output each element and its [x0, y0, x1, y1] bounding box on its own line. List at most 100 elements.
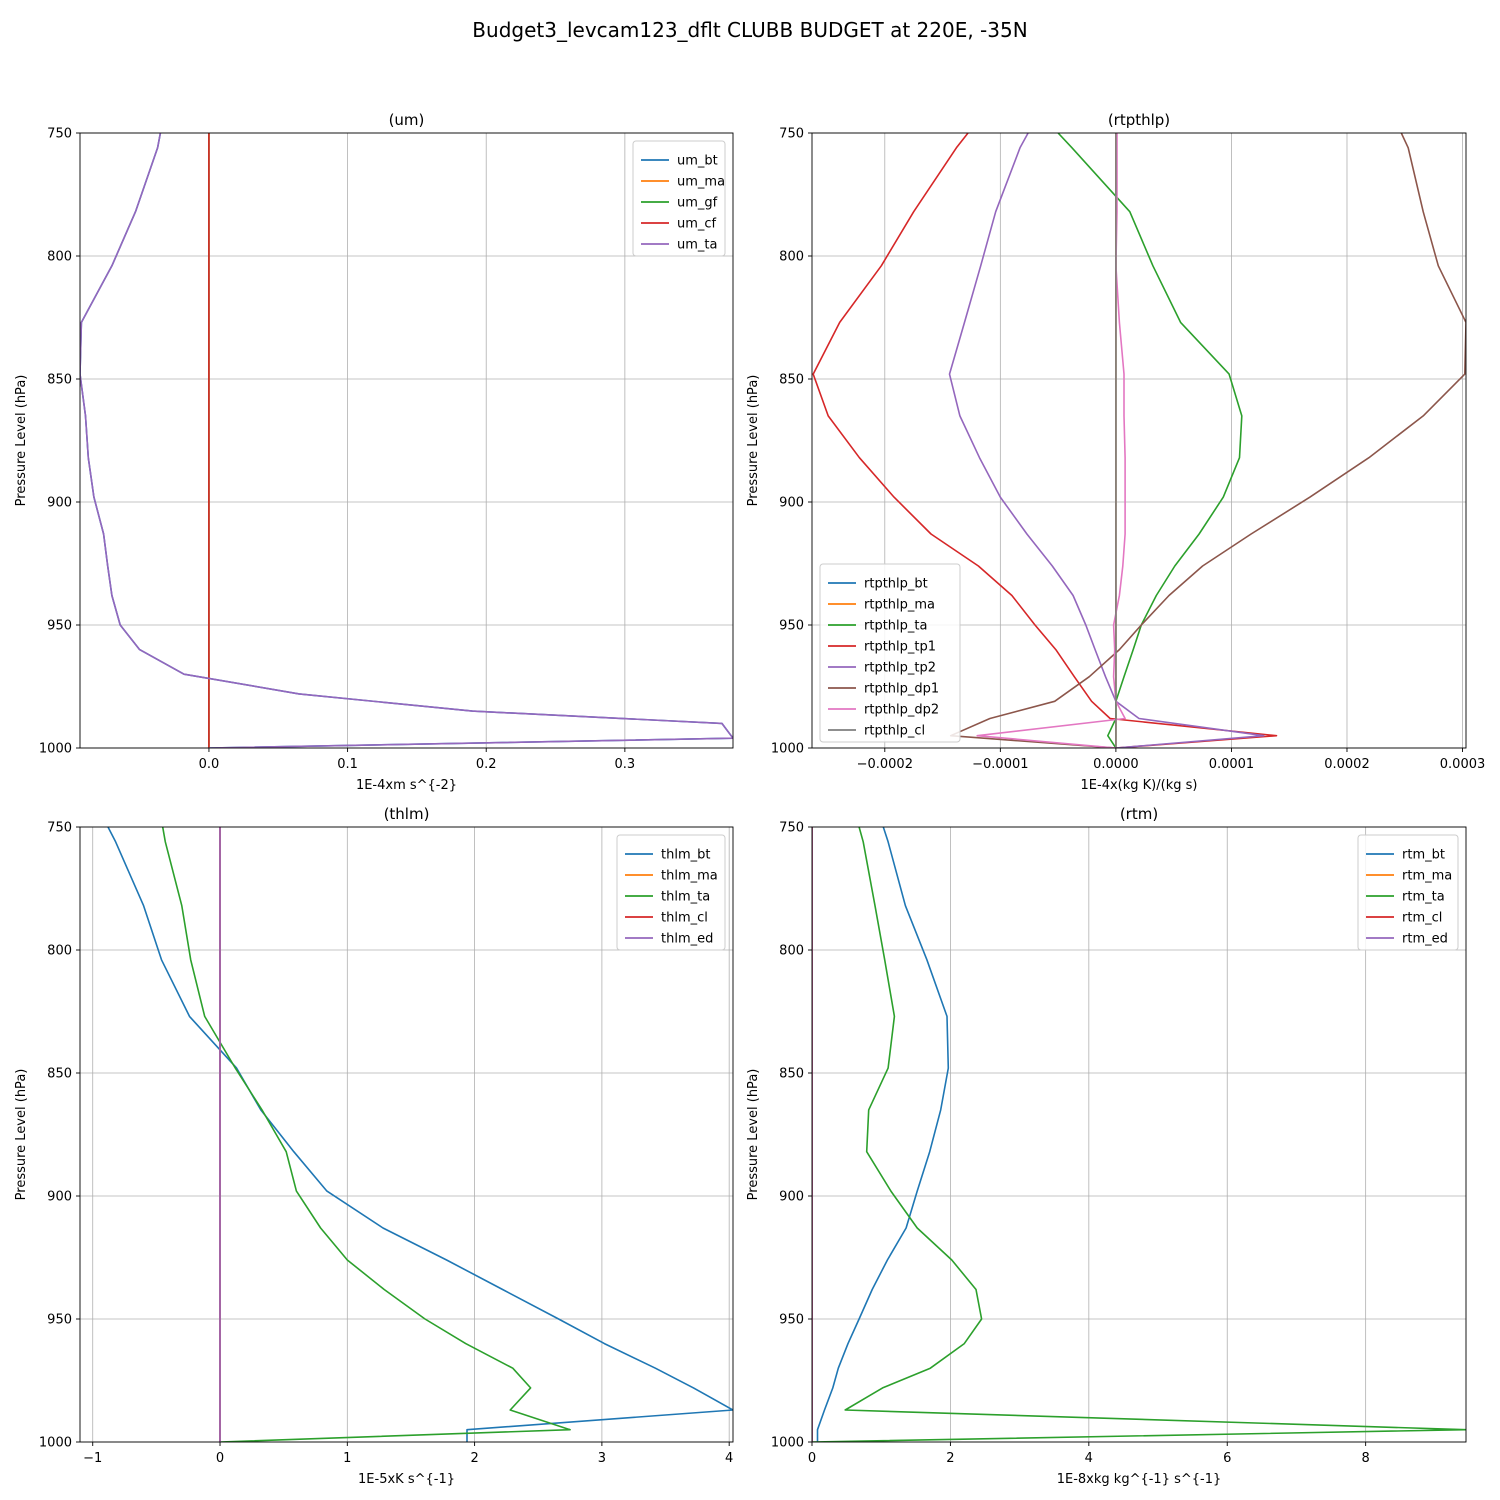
x-tick-label: 0.0003 [1440, 757, 1486, 772]
series-line-rtm_bt [816, 827, 950, 1442]
y-tick-label: 950 [47, 619, 72, 634]
x-tick-label: 1 [343, 1451, 351, 1466]
legend-label-rtpthlp_tp2: rtpthlp_tp2 [864, 661, 936, 676]
series-line-thlm_bt [107, 827, 733, 1442]
legend-box [1357, 834, 1459, 951]
panel-4-y-axis-label: Pressure Level (hPa) [746, 1069, 761, 1201]
x-tick-label: 2 [470, 1451, 478, 1466]
series-line-rtpthlp_tp1 [812, 133, 1278, 748]
series-line-rtpthlp_tp2 [948, 133, 1265, 748]
legend-label-thlm_ta: thlm_ta [661, 890, 710, 905]
y-tick-label: 800 [779, 944, 804, 959]
panel-2-x-axis-label: 1E-4x(kg K)/(kg s) [1081, 778, 1198, 793]
x-tick-label: 0 [216, 1451, 224, 1466]
legend-label-thlm_bt: thlm_bt [661, 848, 710, 863]
legend-label-um_ta: um_ta [677, 238, 717, 253]
x-tick-label: 2 [946, 1451, 954, 1466]
legend-box [819, 563, 961, 743]
panel-3-y-axis-label: Pressure Level (hPa) [14, 1069, 29, 1201]
x-tick-label: 0.0000 [1093, 757, 1139, 772]
x-tick-label: 0.3 [615, 757, 636, 772]
y-tick-label: 950 [779, 1313, 804, 1328]
panel-1-x-axis-label: 1E-4xm s^{-2} [356, 778, 457, 793]
panel-2-legend: rtpthlp_bt rtpthlp_ma rtpthlp_ta rtpthlp_tp… [819, 563, 961, 743]
y-tick-label: 800 [47, 944, 72, 959]
panel-1: 750 800 850 900 950 1000 0.0 0.1 0.2 0.3 (um) 1E-4x… [14, 111, 734, 793]
x-tick-label: 0.0 [199, 757, 220, 772]
panel-2-y-axis-label: Pressure Level (hPa) [746, 375, 761, 507]
y-tick-label: 1000 [771, 1436, 804, 1451]
panel-1-y-axis-label: Pressure Level (hPa) [14, 375, 29, 507]
series-line-rtpthlp_ta [1057, 133, 1243, 748]
legend-label-rtpthlp_dp2: rtpthlp_dp2 [864, 703, 939, 718]
series-line-rtpthlp_dp2 [976, 133, 1126, 748]
x-tick-label: −1 [83, 1451, 102, 1466]
panel-3-legend: thlm_bt thlm_ma thlm_ta thlm_cl thlm_ed [616, 834, 726, 951]
panel-2-title: (rtpthlp) [1108, 111, 1170, 129]
x-tick-label: 8 [1362, 1451, 1370, 1466]
panel-1-frame [79, 132, 734, 749]
panel-1-lines [80, 133, 733, 748]
series-line-thlm_ta [161, 827, 571, 1442]
panel-2-lines [812, 133, 1466, 748]
panel-4: 750 800 850 900 950 1000 0 2 4 6 8 (rtm) 1E-8xkg kg^… [746, 805, 1467, 1487]
y-tick-label: 1000 [39, 1436, 72, 1451]
legend-label-rtm_bt: rtm_bt [1402, 848, 1445, 863]
legend-label-rtpthlp_cl: rtpthlp_cl [864, 724, 925, 739]
legend-label-thlm_cl: thlm_cl [661, 911, 708, 926]
panel-4-title: (rtm) [1120, 805, 1158, 823]
series-line-rtm_ta [812, 827, 1466, 1442]
y-tick-label: 900 [779, 496, 804, 511]
legend-label-rtpthlp_bt: rtpthlp_bt [864, 577, 928, 592]
panel-4-x-axis-label: 1E-8xkg kg^{-1} s^{-1} [1057, 1472, 1222, 1487]
x-tick-label: 4 [725, 1451, 733, 1466]
legend-label-rtpthlp_dp1: rtpthlp_dp1 [864, 682, 939, 697]
x-tick-label: −0.0001 [972, 757, 1028, 772]
legend-label-um_gf: um_gf [677, 196, 718, 211]
y-tick-label: 1000 [39, 742, 72, 757]
legend-label-um_bt: um_bt [677, 154, 718, 169]
legend-label-thlm_ma: thlm_ma [661, 869, 718, 884]
legend-label-um_ma: um_ma [677, 175, 725, 190]
legend-label-rtm_cl: rtm_cl [1402, 911, 1442, 926]
panel-4-legend: rtm_bt rtm_ma rtm_ta rtm_cl rtm_ed [1357, 834, 1459, 951]
legend-label-um_cf: um_cf [677, 217, 717, 232]
y-tick-label: 900 [47, 496, 72, 511]
x-tick-label: 3 [598, 1451, 606, 1466]
y-tick-label: 900 [47, 1190, 72, 1205]
panel-4-lines [812, 827, 1466, 1442]
legend-label-rtpthlp_ta: rtpthlp_ta [864, 619, 927, 634]
panel-1-legend: um_bt um_ma um_gf um_cf um_ta [632, 140, 726, 257]
x-tick-label: −0.0002 [857, 757, 913, 772]
legend-label-rtpthlp_ma: rtpthlp_ma [864, 598, 935, 613]
legend-label-thlm_ed: thlm_ed [661, 932, 713, 947]
panel-2: 750 800 850 900 950 1000 −0.0002 −0.0001 0.0000 0… [746, 111, 1485, 793]
legend-box [632, 140, 726, 257]
y-tick-label: 800 [779, 250, 804, 265]
y-tick-label: 850 [47, 373, 72, 388]
legend-label-rtm_ma: rtm_ma [1402, 869, 1452, 884]
panel-3-lines [107, 827, 733, 1442]
y-tick-label: 950 [779, 619, 804, 634]
x-tick-label: 0.2 [476, 757, 497, 772]
x-tick-label: 4 [1085, 1451, 1093, 1466]
panel-3-frame [79, 826, 734, 1443]
series-line-rtpthlp_dp1 [949, 133, 1466, 748]
y-tick-label: 850 [779, 373, 804, 388]
y-tick-label: 900 [779, 1190, 804, 1205]
panel-4-frame [811, 826, 1467, 1443]
x-tick-label: 6 [1223, 1451, 1231, 1466]
y-tick-label: 750 [779, 821, 804, 836]
panel-2-frame [811, 132, 1467, 749]
panel-3-x-axis-label: 1E-5xK s^{-1} [358, 1472, 455, 1487]
y-tick-label: 750 [779, 127, 804, 142]
panel-3-title: (thlm) [384, 805, 430, 823]
y-tick-label: 950 [47, 1313, 72, 1328]
x-tick-label: 0.0001 [1209, 757, 1255, 772]
panel-3: 750 800 850 900 950 1000 −1 0 1 2 3 4 (thlm) 1E-5xK s… [14, 805, 734, 1487]
y-tick-label: 1000 [771, 742, 804, 757]
x-tick-label: 0.1 [337, 757, 358, 772]
figure-title: Budget3_levcam123_dflt CLUBB BUDGET at 2… [472, 18, 1027, 42]
legend-label-rtpthlp_tp1: rtpthlp_tp1 [864, 640, 936, 655]
